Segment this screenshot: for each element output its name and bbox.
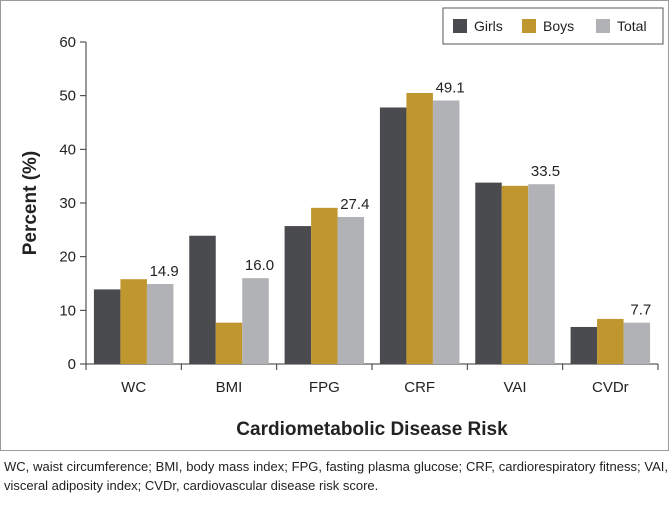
legend-swatch-boys <box>522 19 536 33</box>
bar-total-wc <box>146 284 174 364</box>
bar-boys-vai <box>501 185 529 364</box>
data-label-cvdr: 7.7 <box>630 302 651 319</box>
bar-girls-wc <box>93 289 121 364</box>
bar-boys-wc <box>120 279 147 364</box>
y-tick-label: 20 <box>59 249 76 266</box>
legend-label-total: Total <box>617 18 647 34</box>
legend-swatch-girls <box>453 19 467 33</box>
x-tick-label-wc: WC <box>121 379 146 396</box>
y-tick-label: 10 <box>59 302 76 319</box>
bar-boys-bmi <box>215 322 243 364</box>
x-tick-label-vai: VAI <box>503 379 526 396</box>
x-tick-label-cvdr: CVDr <box>592 379 629 396</box>
bar-total-crf <box>432 100 460 364</box>
x-tick-label-fpg: FPG <box>309 379 340 396</box>
legend-label-boys: Boys <box>543 18 574 34</box>
x-tick-label-crf: CRF <box>404 379 435 396</box>
y-tick-label: 50 <box>59 88 76 105</box>
y-tick-label: 0 <box>68 356 76 373</box>
data-label-fpg: 27.4 <box>340 196 369 213</box>
data-label-bmi: 16.0 <box>245 257 274 274</box>
y-tick-label: 30 <box>59 195 76 212</box>
bar-girls-bmi <box>189 235 216 364</box>
data-label-wc: 14.9 <box>150 263 179 280</box>
data-label-crf: 49.1 <box>436 79 465 96</box>
chart-frame <box>0 0 669 451</box>
legend-box <box>442 7 664 45</box>
data-label-vai: 33.5 <box>531 163 560 180</box>
x-tick-label-bmi: BMI <box>216 379 243 396</box>
bar-girls-fpg <box>284 226 312 364</box>
bar-total-bmi <box>242 278 269 364</box>
bar-total-vai <box>528 184 555 364</box>
bar-chart: 0 10 20 30 40 50 60 14.9 WC 16.0 BMI 27.4 FPG 49.1 CRF… <box>20 7 664 440</box>
x-axis-title: Cardiometabolic Disease Risk <box>236 419 508 440</box>
figure-caption: WC, waist circumference; BMI, body mass … <box>4 459 668 493</box>
legend-swatch-total <box>596 19 610 33</box>
legend-label-girls: Girls <box>474 18 503 34</box>
bar-girls-cvdr <box>570 326 598 364</box>
bar-boys-cvdr <box>597 318 624 364</box>
bar-girls-crf <box>379 107 407 365</box>
bar-girls-vai <box>475 182 502 364</box>
bar-boys-fpg <box>311 207 338 364</box>
bar-total-fpg <box>337 216 365 364</box>
y-axis-title: Percent (%) <box>20 151 41 256</box>
y-tick-label: 40 <box>59 141 76 158</box>
y-tick-label: 60 <box>59 34 76 51</box>
bar-total-cvdr <box>623 322 651 364</box>
bar-boys-crf <box>406 92 433 364</box>
